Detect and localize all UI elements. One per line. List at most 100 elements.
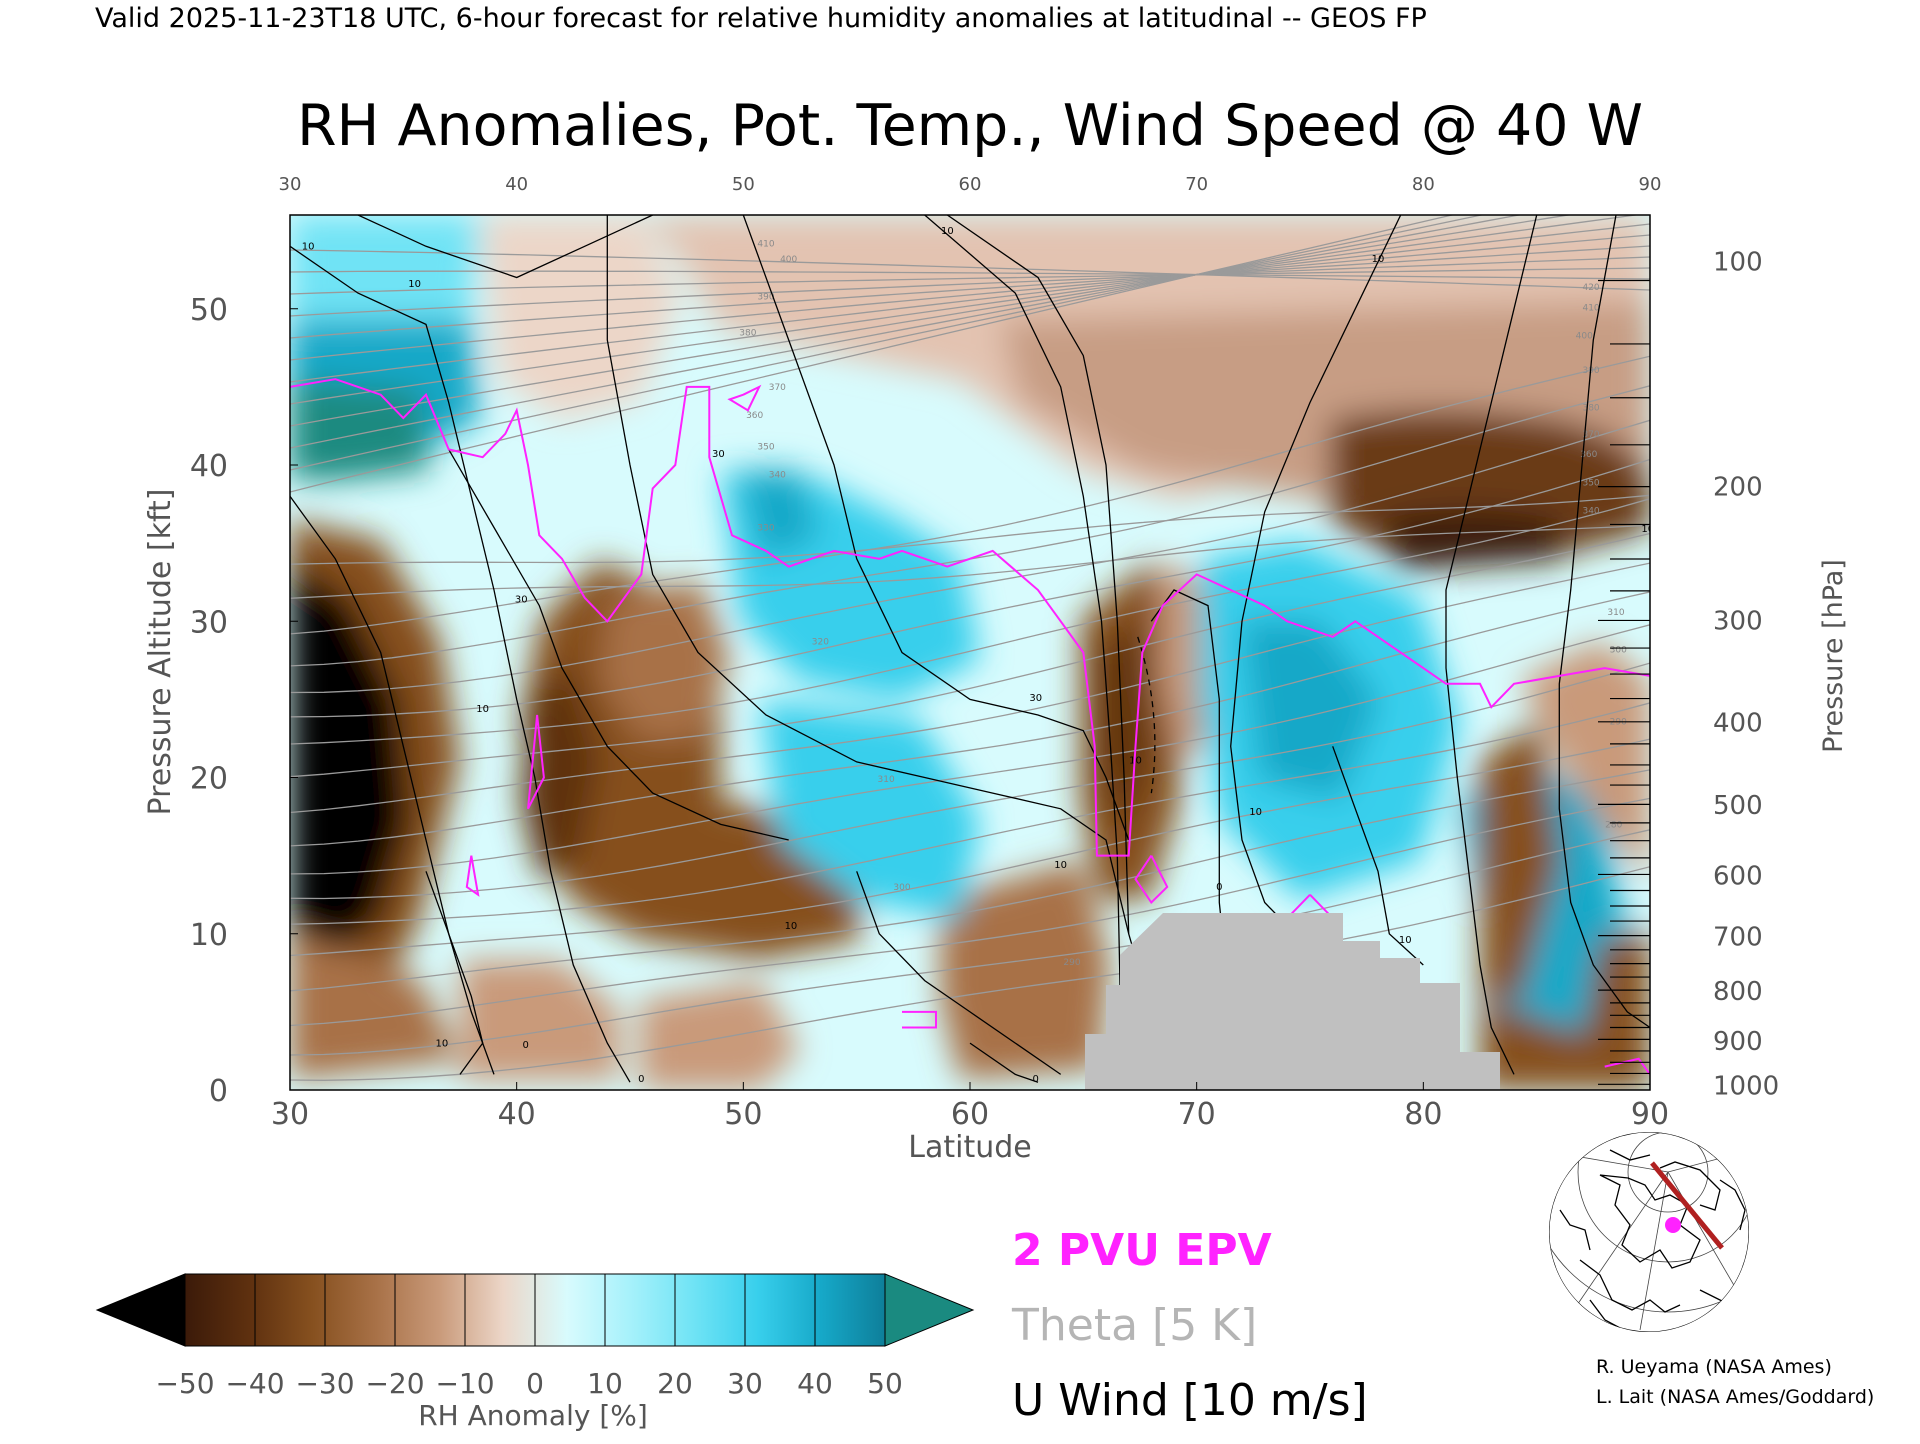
legend-pv: 2 PVU EPV: [1012, 1225, 1272, 1276]
colorbar: −50 −40 −30 −20 −10 0 10 20 30 40 50: [95, 1273, 975, 1400]
terrain-mask-greenland: [1085, 913, 1500, 1090]
theta-contour: [290, 829, 1650, 1056]
colorbar-tick-label: −20: [365, 1367, 424, 1400]
pv-contour-island: [465, 855, 480, 897]
theta-label: 350: [757, 442, 774, 452]
theta-label: 340: [769, 471, 786, 481]
theta-contour: [290, 419, 1650, 694]
x-top-tick-label: 40: [505, 174, 528, 195]
u-wind-label: 30: [712, 449, 725, 460]
u-wind-contour: [946, 215, 1130, 934]
x-top-tick-label: 70: [1185, 174, 1208, 195]
u-wind-label: 10: [476, 704, 489, 715]
pressure-tick-label: 200: [1713, 472, 1763, 502]
y2-axis-label: Pressure [hPa]: [1818, 559, 1849, 753]
theta-contour: [290, 270, 1650, 280]
colorbar-tick-label: 20: [657, 1367, 693, 1400]
x-axis-bottom: 30 40 50 60 70 80 90: [271, 1082, 1669, 1132]
colorbar-tick-label: −10: [435, 1367, 494, 1400]
theta-label: 320: [812, 638, 829, 648]
rh-region-left-black: [290, 560, 410, 960]
x-tick-label: 70: [1178, 1097, 1216, 1132]
rh-region-mid-lower-blue: [760, 700, 980, 920]
theta-contour: [290, 215, 1523, 449]
theta-contours: [290, 215, 1650, 1081]
theta-contour: [290, 245, 1650, 339]
locator-map: [1549, 1132, 1749, 1332]
u-wind-contour: [606, 215, 1152, 1013]
legend-theta: Theta [5 K]: [1011, 1300, 1257, 1351]
theta-contour: [290, 355, 1650, 635]
rh-region-left-lower-brown: [290, 930, 460, 1080]
u-wind-contour: [1558, 215, 1650, 1029]
theta-contour: [290, 498, 1650, 745]
theta-label: 370: [769, 383, 786, 393]
rh-region-central-tan-blob: [600, 580, 730, 740]
u-wind-negative-contour: [1137, 636, 1156, 794]
theta-contour: [290, 256, 1650, 317]
pressure-tick-label: 100: [1713, 247, 1763, 277]
header-text: Valid 2025-11-23T18 UTC, 6-hour forecast…: [95, 3, 1427, 34]
u-wind-label: 30: [515, 595, 528, 606]
u-wind-contours: [290, 215, 1650, 1090]
u-wind-label: 10: [1054, 860, 1067, 871]
theta-contour: [290, 524, 1650, 599]
theta-label: 360: [746, 411, 763, 421]
theta-label: 390: [757, 292, 774, 302]
y-tick-label: 40: [190, 449, 228, 484]
x-top-tick-label: 80: [1412, 174, 1435, 195]
u-wind-label: 10: [1399, 935, 1412, 946]
u-wind-contour: [856, 871, 1062, 1075]
map-location-marker: [1665, 1217, 1681, 1233]
pressure-tick-label: 700: [1713, 922, 1763, 952]
theta-contour: [290, 702, 1650, 925]
theta-contour: [290, 458, 1650, 718]
x-tick-label: 40: [498, 1097, 536, 1132]
theta-label: 300: [1610, 646, 1627, 656]
y-tick-label: 20: [190, 762, 228, 797]
rh-region-upper-left-deep: [290, 380, 430, 480]
u-wind-label: 10: [302, 241, 315, 252]
colorbar-tick-label: 10: [587, 1367, 623, 1400]
pressure-tick-label: 600: [1713, 861, 1763, 891]
y-tick-label: 10: [190, 918, 228, 953]
rh-region-polar-core: [1380, 510, 1560, 570]
u-wind-contour: [290, 245, 631, 1083]
rh-region-low-tan-mid: [640, 980, 800, 1090]
legend-uwind: U Wind [10 m/s]: [1012, 1375, 1368, 1426]
theta-contour: [290, 532, 1650, 778]
theta-contour: [290, 494, 1650, 565]
x-tick-label: 30: [271, 1097, 309, 1132]
theta-contour: [290, 215, 1573, 427]
theta-label: 390: [1582, 366, 1599, 376]
theta-contour: [290, 223, 1650, 383]
theta-label: 380: [739, 328, 756, 338]
pressure-tick-label: 400: [1713, 708, 1763, 738]
colorbar-over-triangle: [884, 1273, 975, 1347]
x-tick-label: 90: [1631, 1097, 1669, 1132]
u-wind-contour: [425, 871, 484, 1075]
theta-contour: [290, 662, 1650, 900]
pressure-tick-label: 500: [1713, 791, 1763, 821]
y-tick-label: 50: [190, 293, 228, 328]
u-wind-label: 10: [941, 226, 954, 237]
colorbar-tick-label: 50: [867, 1367, 903, 1400]
x-tick-label: 60: [951, 1097, 989, 1132]
pressure-tick-label: 900: [1713, 1027, 1763, 1057]
u-wind-label: 0: [1216, 882, 1222, 893]
rh-region-surface-right-brown: [1480, 1000, 1650, 1090]
u-wind-contour: [448, 449, 789, 841]
u-wind-label: 10: [408, 279, 421, 290]
theta-label: 330: [757, 524, 774, 534]
theta-label: 420: [1582, 283, 1599, 293]
colorbar-label: RH Anomaly [%]: [418, 1399, 648, 1432]
theta-contour: [290, 562, 1650, 814]
u-wind-label: 0: [638, 1074, 644, 1085]
x-top-tick-label: 90: [1639, 174, 1662, 195]
u-wind-contour: [1332, 746, 1424, 966]
plot-area: 4104003903803703603503403303203103002904…: [290, 215, 1654, 1090]
colorbar-tick-label: −50: [155, 1367, 214, 1400]
u-wind-label: 10: [1641, 524, 1654, 535]
